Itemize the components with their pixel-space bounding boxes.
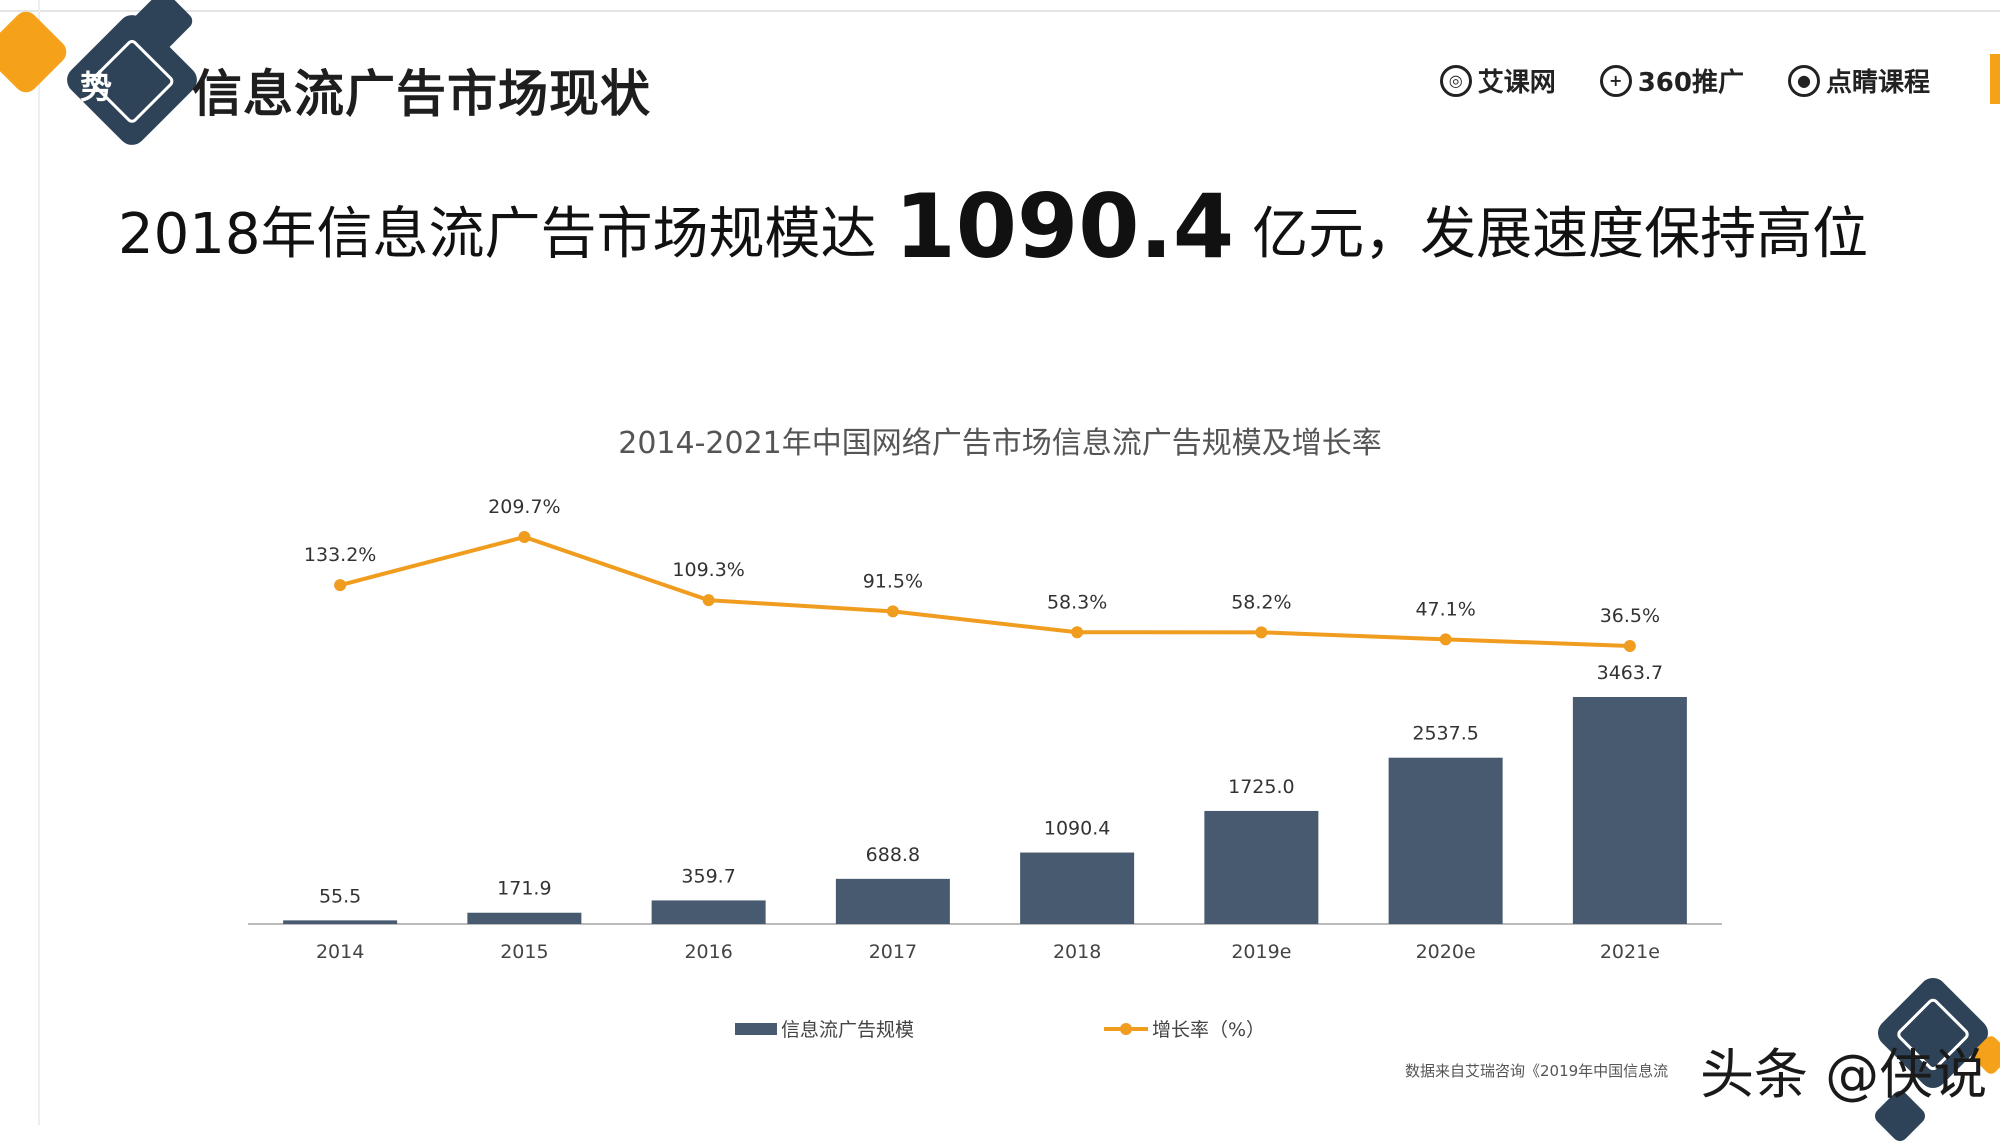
growth-point-2016 xyxy=(702,594,715,607)
bar-2014 xyxy=(283,920,398,924)
bar-2018 xyxy=(1020,852,1135,924)
slide-title: 信息流广告市场现状 xyxy=(192,65,651,123)
bar-value-label: 688.8 xyxy=(866,844,920,866)
growth-point-2021e xyxy=(1623,640,1636,652)
logo-360: + 360推广 xyxy=(1599,62,1744,99)
logo-label: 艾课网 xyxy=(1477,68,1556,98)
plus-circle-icon: + xyxy=(1599,64,1632,97)
watermark: 头条 @侠说 xyxy=(1700,1043,1988,1106)
x-tick-label: 2014 xyxy=(316,941,364,963)
bar-2017 xyxy=(835,878,950,924)
growth-point-2018 xyxy=(1071,626,1084,639)
growth-value-label: 91.5% xyxy=(863,570,923,592)
growth-value-label: 47.1% xyxy=(1415,598,1475,620)
bar-2015 xyxy=(467,912,582,924)
legend-line-swatch xyxy=(1103,1022,1148,1035)
bar-2020e xyxy=(1388,757,1503,924)
bar-value-label: 171.9 xyxy=(497,878,551,900)
target-icon: ◎ xyxy=(1439,64,1472,97)
headline-pre: 2018年信息流广告市场规模达 xyxy=(118,202,877,267)
partner-logos: ◎ 艾课网 + 360推广 ● 点睛课程 xyxy=(1439,62,1930,99)
logo-label: 点睛课程 xyxy=(1825,68,1930,98)
top-divider xyxy=(0,10,2000,12)
legend-item-bars: 信息流广告规模 xyxy=(734,1015,914,1042)
badge-char: 势 xyxy=(80,68,113,106)
x-tick-label: 2017 xyxy=(869,941,917,963)
legend-item-line: 增长率（%） xyxy=(1103,1015,1266,1042)
legend-bar-label: 信息流广告规模 xyxy=(780,1019,914,1041)
bar-value-label: 2537.5 xyxy=(1412,723,1478,745)
legend-line-label: 增长率（%） xyxy=(1151,1019,1266,1041)
growth-value-label: 58.3% xyxy=(1047,591,1107,613)
x-tick-label: 2021e xyxy=(1600,941,1660,963)
bar-value-label: 1725.0 xyxy=(1228,776,1294,798)
growth-value-label: 133.2% xyxy=(304,544,376,566)
chart-title: 2014-2021年中国网络广告市场信息流广告规模及增长率 xyxy=(618,426,1382,461)
orange-edge-tab xyxy=(1990,54,2000,104)
headline-post: 亿元，发展速度保持高位 xyxy=(1252,202,1869,267)
growth-value-label: 58.2% xyxy=(1231,591,1291,613)
x-tick-label: 2018 xyxy=(1053,941,1101,963)
bar-value-label: 55.5 xyxy=(319,885,361,907)
chart-legend: 信息流广告规模 增长率（%） xyxy=(0,1015,2000,1042)
bar-value-label: 1090.4 xyxy=(1044,818,1110,840)
bar-2019e xyxy=(1204,810,1319,924)
eye-icon: ● xyxy=(1787,64,1820,97)
headline-number: 1090.4 xyxy=(894,175,1235,278)
left-divider xyxy=(38,0,40,1125)
bar-value-label: 359.7 xyxy=(681,865,735,887)
growth-rate-line xyxy=(339,534,1630,648)
x-tick-label: 2016 xyxy=(684,941,732,963)
logo-dianjing: ● 点睛课程 xyxy=(1787,62,1930,99)
source-note: 数据来自艾瑞咨询《2019年中国信息流 xyxy=(1405,1062,1669,1080)
growth-value-label: 36.5% xyxy=(1600,605,1660,627)
bar-value-label: 3463.7 xyxy=(1597,662,1663,684)
logo-aikewang: ◎ 艾课网 xyxy=(1439,62,1556,99)
x-tick-label: 2019e xyxy=(1231,941,1291,963)
bar-2021e xyxy=(1572,697,1687,924)
growth-value-label: 209.7% xyxy=(488,496,560,518)
x-tick-label: 2015 xyxy=(500,941,548,963)
growth-point-2020e xyxy=(1439,633,1452,646)
legend-bar-swatch xyxy=(734,1022,777,1035)
growth-point-2019e xyxy=(1255,626,1268,639)
logo-label: 360推广 xyxy=(1637,68,1744,98)
x-tick-label: 2020e xyxy=(1416,941,1476,963)
growth-point-2014 xyxy=(334,579,347,592)
growth-point-2015 xyxy=(518,531,531,543)
growth-point-2017 xyxy=(886,605,899,618)
bar-2016 xyxy=(651,900,766,924)
growth-value-label: 109.3% xyxy=(672,559,744,581)
headline: 2018年信息流广告市场规模达 1090.4 亿元，发展速度保持高位 xyxy=(118,175,1868,278)
